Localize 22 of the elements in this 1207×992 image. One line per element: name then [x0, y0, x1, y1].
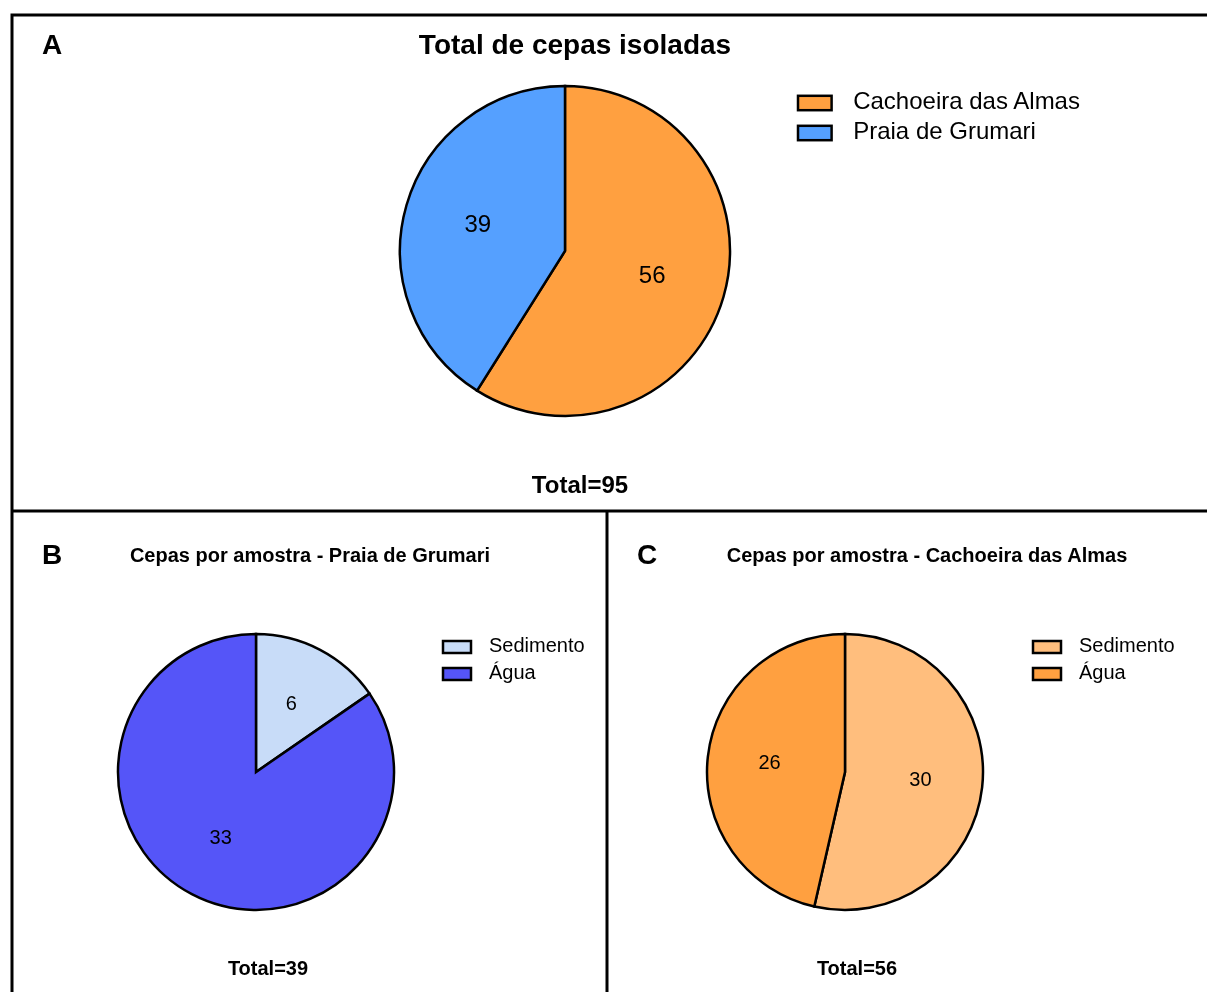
- legend-label: Cachoeira das Almas: [853, 87, 1080, 115]
- data-label: 6: [285, 692, 297, 715]
- data-label: 39: [464, 210, 492, 238]
- legend-label: Sedimento: [489, 634, 585, 657]
- chart-title: Cepas por amostra - Cachoeira das Almas: [726, 544, 1128, 567]
- text: Total=39: [227, 957, 309, 980]
- legend-label: Praia de Grumari: [853, 117, 1036, 145]
- text: Total=95: [531, 471, 629, 499]
- data-label: 33: [209, 826, 232, 849]
- text: Total=56: [816, 957, 898, 980]
- text: B: [41, 539, 63, 571]
- data-label: 56: [638, 260, 666, 288]
- text: A: [41, 29, 63, 61]
- pie-slice: [116, 632, 396, 912]
- text: C: [636, 539, 658, 571]
- chart-title: Total de cepas isoladas: [418, 29, 732, 61]
- legend-label: Sedimento: [1079, 634, 1175, 657]
- legend-label: Água: [1079, 661, 1127, 684]
- chart-title: Cepas por amostra - Praia de Grumari: [129, 544, 491, 567]
- data-label: 26: [758, 750, 781, 773]
- data-label: 30: [909, 767, 932, 790]
- legend-label: Água: [489, 661, 537, 684]
